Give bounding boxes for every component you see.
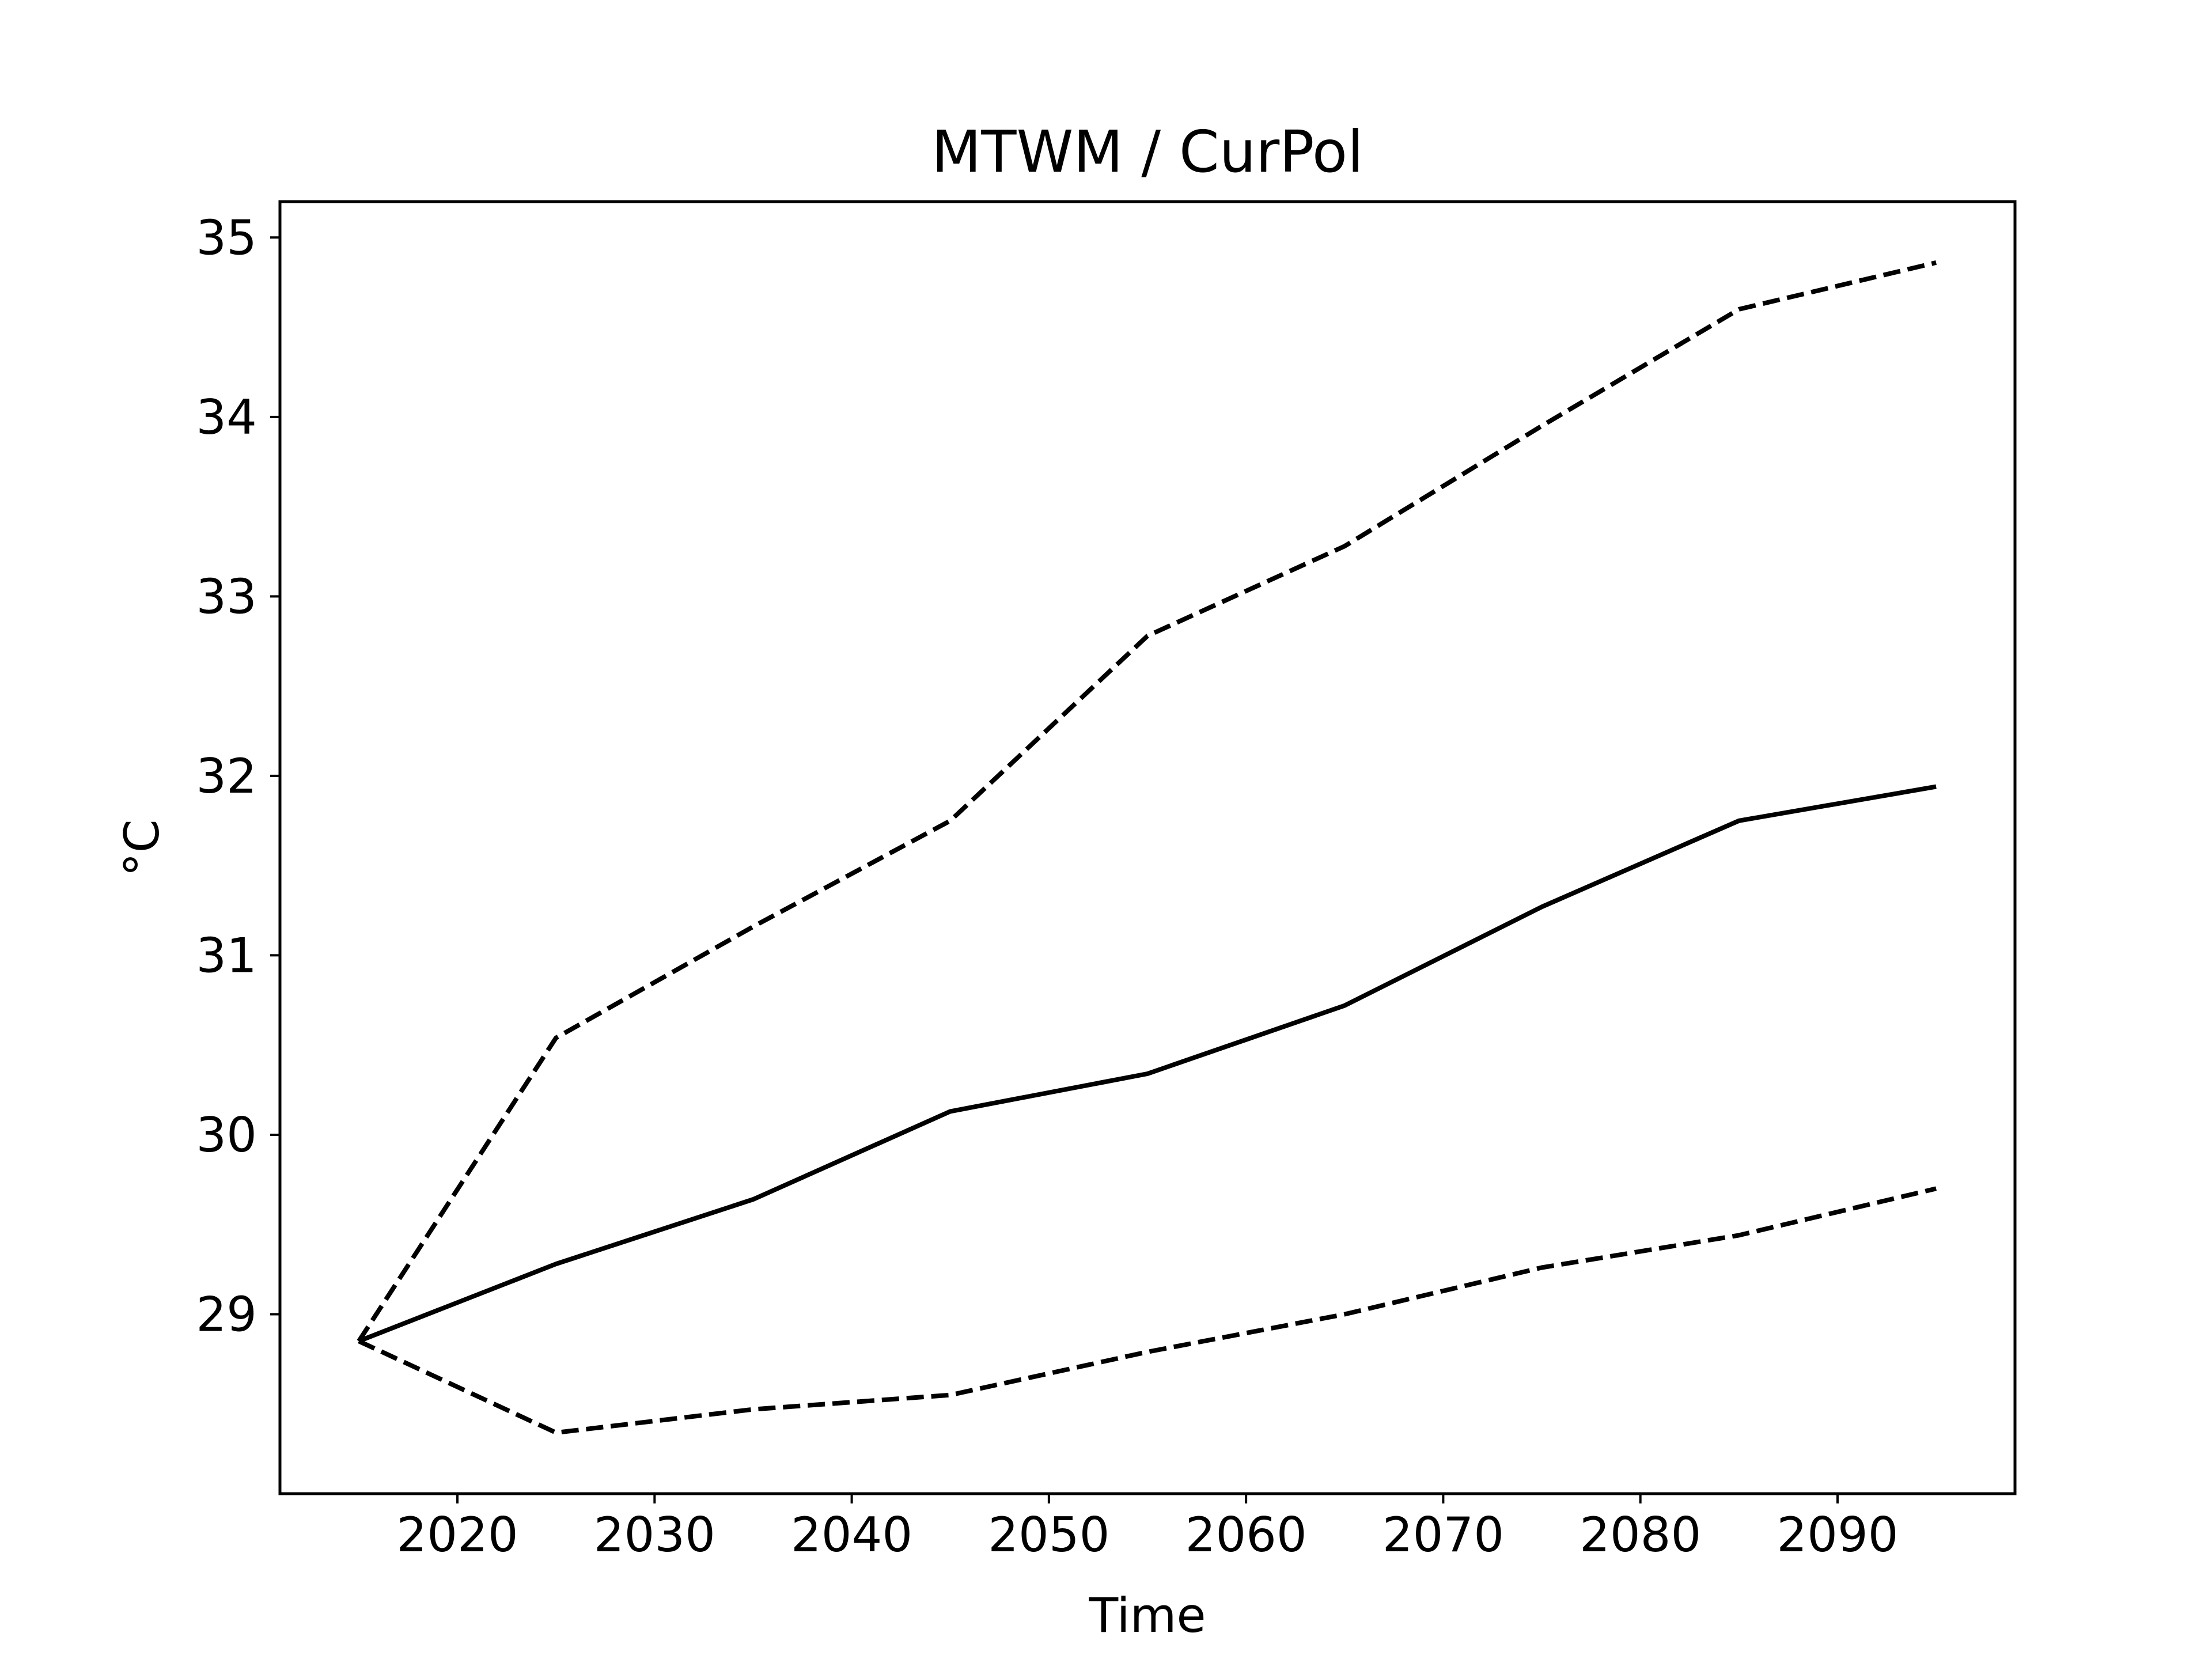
y-tick-label-35: 35 bbox=[196, 210, 257, 266]
y-tick-label-31: 31 bbox=[196, 927, 257, 983]
y-tick-label-30: 30 bbox=[196, 1107, 257, 1163]
y-axis: 29 30 31 32 33 34 35 bbox=[196, 210, 280, 1342]
x-axis: 2020 2030 2040 2050 2060 2070 2080 2090 bbox=[396, 1494, 1899, 1563]
axes-frame bbox=[278, 200, 2017, 1495]
plot-area bbox=[357, 260, 1937, 1435]
x-tick-label-2030: 2030 bbox=[594, 1507, 715, 1563]
y-tick-label-29: 29 bbox=[196, 1286, 257, 1342]
x-axis-label: Time bbox=[1088, 1588, 1206, 1643]
x-tick-label-2070: 2070 bbox=[1382, 1507, 1504, 1563]
y-tick-label-32: 32 bbox=[196, 748, 257, 804]
x-tick-label-2060: 2060 bbox=[1185, 1507, 1307, 1563]
series-line-3-dashed bbox=[358, 1186, 1937, 1435]
y-tick-label-34: 34 bbox=[196, 389, 257, 445]
x-tick-label-2020: 2020 bbox=[396, 1507, 518, 1563]
y-tick-label-33: 33 bbox=[196, 569, 257, 624]
series-line-2-solid bbox=[358, 784, 1937, 1343]
x-tick-label-2050: 2050 bbox=[988, 1507, 1109, 1563]
x-tick-label-2090: 2090 bbox=[1777, 1507, 1898, 1563]
series-line-1-dashed bbox=[357, 260, 1937, 1343]
y-axis-label: °C bbox=[114, 819, 170, 876]
x-tick-label-2080: 2080 bbox=[1580, 1507, 1701, 1563]
x-tick-label-2040: 2040 bbox=[791, 1507, 912, 1563]
chart-title: MTWM / CurPol bbox=[931, 118, 1363, 185]
